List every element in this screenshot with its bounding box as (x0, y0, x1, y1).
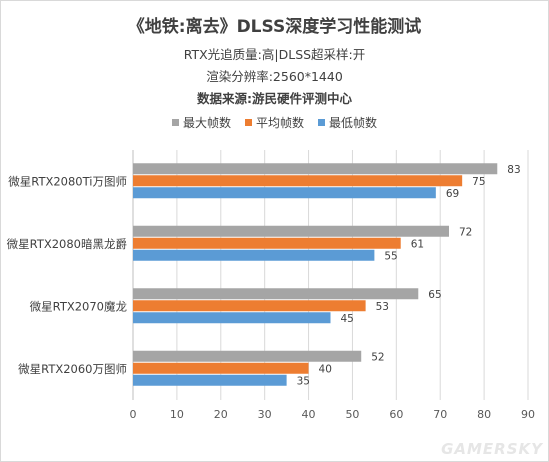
bar-avg (133, 175, 463, 187)
x-tick-label: 0 (130, 408, 137, 421)
legend-item-min: 最低帧数 (318, 114, 377, 131)
bar-value-label: 40 (319, 363, 332, 375)
bar-value-label: 53 (376, 301, 389, 313)
category-label: 微星RTX2080Ti万图师 (8, 174, 127, 188)
x-tick-label: 80 (477, 408, 491, 421)
bar-value-label: 55 (384, 250, 397, 262)
x-tick-label: 60 (389, 408, 403, 421)
bar-value-label: 65 (428, 289, 441, 301)
bar-min (133, 312, 331, 324)
chart-legend: 最大帧数 平均帧数 最低帧数 (0, 114, 549, 131)
bar-avg (133, 300, 366, 312)
x-tick-label: 30 (258, 408, 272, 421)
x-tick-label: 90 (521, 408, 535, 421)
x-tick-label: 70 (433, 408, 447, 421)
chart-title: 《地铁:离去》DLSS深度学习性能测试 (127, 17, 422, 37)
x-tick-label: 50 (345, 408, 359, 421)
bar-min (133, 187, 436, 199)
chart-subtitle-resolution: 渲染分辨率:2560*1440 (206, 69, 343, 84)
category-label: 微星RTX2070魔龙 (30, 299, 128, 313)
bar-value-label: 45 (341, 313, 354, 325)
bar-min (133, 249, 375, 261)
x-tick-label: 10 (170, 408, 184, 421)
chart-subtitle-source: 数据来源:游民硬件评测中心 (197, 91, 352, 106)
x-tick-label: 40 (302, 408, 316, 421)
category-label: 微星RTX2080暗黑龙爵 (7, 237, 127, 251)
legend-swatch-min (318, 119, 325, 126)
chart-subtitle-settings: RTX光追质量:高|DLSS超采样:开 (183, 47, 366, 62)
bar-value-label: 75 (472, 176, 485, 188)
bar-max (133, 163, 498, 175)
bar-value-label: 35 (297, 375, 310, 387)
bar-min (133, 374, 287, 386)
bar-value-label: 69 (446, 188, 459, 200)
bar-avg (133, 362, 309, 374)
bar-max (133, 350, 362, 362)
bar-max (133, 288, 419, 300)
legend-item-avg: 平均帧数 (244, 114, 304, 131)
bar-avg (133, 237, 401, 249)
x-tick-label: 20 (214, 408, 228, 421)
bar-value-label: 72 (459, 226, 472, 238)
legend-swatch-avg (244, 119, 252, 126)
bar-max (133, 225, 449, 237)
bar-value-label: 52 (371, 351, 384, 363)
legend-label-min: 最低帧数 (329, 116, 378, 130)
bar-value-label: 83 (507, 164, 520, 176)
category-label: 微星RTX2060万图师 (18, 362, 127, 376)
gamersky-watermark: GAMERSKY (441, 440, 543, 458)
legend-label-max: 最大帧数 (182, 116, 231, 130)
legend-item-max: 最大帧数 (171, 114, 231, 131)
legend-label-avg: 平均帧数 (255, 116, 304, 130)
legend-swatch-max (171, 119, 179, 126)
bar-value-label: 61 (411, 238, 424, 250)
